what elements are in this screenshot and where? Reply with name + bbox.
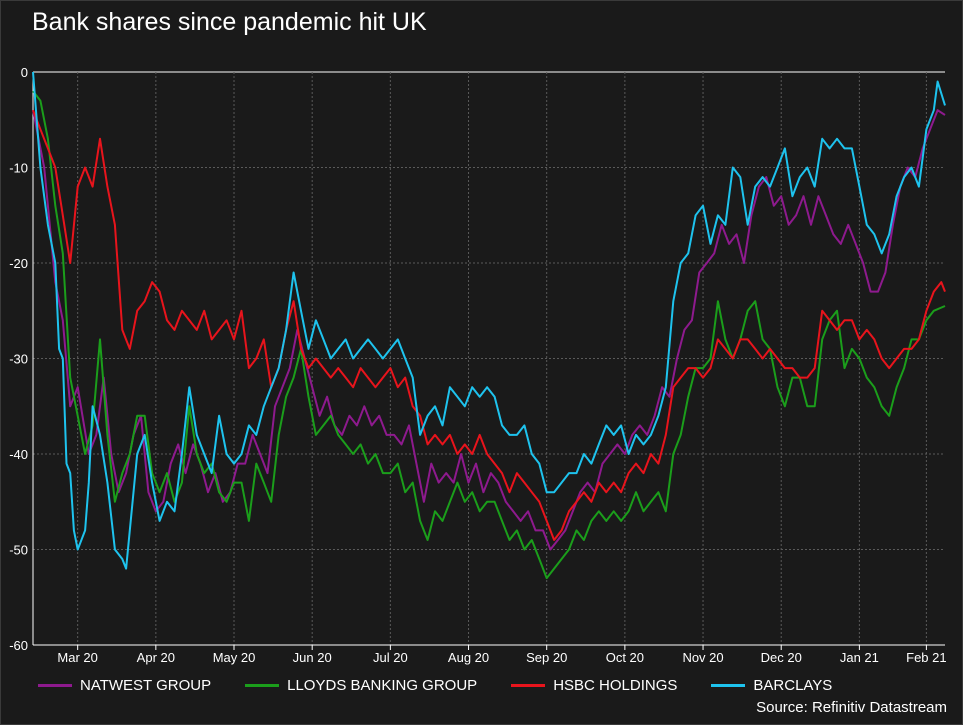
series-line-barclays	[32, 71, 946, 570]
series-line-lloyds-banking-group	[32, 90, 946, 580]
legend-swatch	[511, 683, 546, 687]
y-tick-label: -10	[9, 161, 28, 176]
x-tick-label: Nov 20	[682, 650, 723, 665]
x-tick-label: Jul 20	[373, 650, 408, 665]
legend-label: HSBC HOLDINGS	[553, 676, 678, 694]
x-tick-label: Jun 20	[293, 650, 332, 665]
legend-swatch	[711, 683, 746, 687]
x-tick-label: Jan 21	[840, 650, 879, 665]
legend-swatch	[38, 683, 72, 687]
x-tick-label: Apr 20	[137, 650, 175, 665]
series-lines	[32, 71, 946, 580]
legend-item: LLOYDS BANKING GROUP	[245, 677, 477, 694]
x-tick-label: Dec 20	[761, 650, 802, 665]
x-tick-label: May 20	[213, 650, 256, 665]
legend-swatch	[245, 683, 280, 687]
y-tick-label: -60	[9, 638, 28, 653]
y-axis: 0 -10 -20 -30 -40 -50 -60	[9, 65, 34, 653]
y-tick-label: -30	[9, 352, 28, 367]
y-tick-label: -50	[9, 543, 28, 558]
chart-title: Bank shares since pandemic hit UK	[32, 8, 427, 36]
x-tick-label: Aug 20	[448, 650, 489, 665]
legend-item: BARCLAYS	[711, 677, 832, 694]
y-tick-label: 0	[21, 65, 28, 80]
legend-item: NATWEST GROUP	[38, 677, 211, 694]
x-axis: Mar 20 Apr 20 May 20 Jun 20 Jul 20 Aug 20 Sep …	[33, 644, 947, 665]
series-line-natwest-group	[32, 109, 946, 551]
source-note: Source: Refinitiv Datastream	[756, 699, 947, 716]
legend-label: BARCLAYS	[753, 676, 833, 694]
x-tick-label: Sep 20	[526, 650, 567, 665]
x-tick-label: Feb 21	[906, 650, 946, 665]
legend-label: NATWEST GROUP	[80, 676, 212, 694]
x-tick-label: Oct 20	[606, 650, 644, 665]
legend: NATWEST GROUP LLOYDS BANKING GROUP HSBC HO…	[38, 674, 866, 696]
legend-label: LLOYDS BANKING GROUP	[287, 676, 478, 694]
y-tick-label: -40	[9, 447, 28, 462]
legend-item: HSBC HOLDINGS	[511, 677, 677, 694]
x-tick-label: Mar 20	[57, 650, 97, 665]
series-line-hsbc-holdings	[32, 109, 946, 541]
y-tick-label: -20	[9, 256, 28, 271]
